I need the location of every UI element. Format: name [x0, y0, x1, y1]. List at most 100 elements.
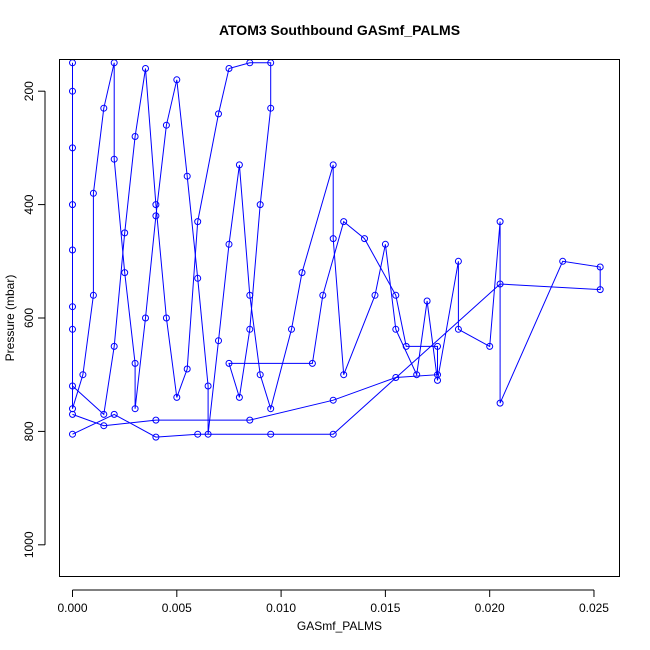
data-point: [100, 410, 108, 418]
data-point: [69, 303, 76, 311]
data-point: [194, 218, 202, 226]
x-axis-label: GASmf_PALMS: [297, 619, 382, 633]
data-point: [596, 263, 604, 271]
data-point: [183, 365, 191, 373]
data-point: [496, 218, 504, 226]
data-point: [152, 433, 160, 441]
data-point: [496, 399, 504, 407]
data-point: [246, 291, 254, 299]
data-point: [381, 240, 389, 248]
data-point: [486, 342, 494, 350]
data-point: [121, 229, 129, 237]
data-point: [235, 161, 243, 169]
data-point: [100, 104, 108, 112]
data-point: [235, 393, 243, 401]
data-point: [329, 161, 337, 169]
data-point: [100, 422, 108, 430]
data-point: [454, 325, 462, 333]
data-point: [496, 280, 504, 288]
y-tick-label: 800: [22, 421, 36, 441]
data-point: [215, 337, 222, 345]
data-point: [434, 342, 441, 350]
data-point: [142, 65, 149, 72]
data-point: [204, 430, 212, 438]
data-point: [183, 172, 191, 180]
data-point: [79, 371, 87, 379]
data-point: [559, 257, 567, 265]
plot-area: [69, 60, 604, 441]
data-point: [131, 359, 139, 367]
data-point: [152, 212, 160, 220]
data-point: [329, 396, 337, 404]
data-point: [423, 297, 431, 305]
data-point: [225, 65, 233, 72]
y-tick-label: 400: [22, 194, 36, 214]
data-point: [69, 430, 76, 438]
x-tick-label: 0.000: [57, 601, 87, 615]
x-tick-label: 0.020: [475, 601, 505, 615]
y-axis-label: Pressure (mbar): [3, 275, 17, 362]
x-tick-label: 0.025: [579, 601, 609, 615]
data-point: [308, 359, 316, 367]
data-point: [225, 359, 233, 367]
data-point: [173, 393, 181, 401]
x-tick-label: 0.015: [370, 601, 400, 615]
data-point: [162, 121, 170, 129]
data-point: [267, 60, 275, 67]
x-tick-label: 0.010: [266, 601, 296, 615]
data-point: [215, 110, 222, 118]
data-point: [69, 87, 76, 95]
data-point: [173, 76, 181, 84]
data-point: [69, 246, 76, 254]
plot-frame: [59, 59, 620, 577]
data-point: [361, 235, 368, 243]
data-point: [121, 269, 129, 277]
chart-title: ATOM3 Southbound GASmf_PALMS: [219, 22, 460, 38]
data-point: [246, 60, 254, 67]
data-point: [110, 342, 118, 350]
data-point: [152, 201, 160, 209]
data-point: [69, 410, 76, 418]
series-points: [69, 60, 604, 441]
data-point: [267, 430, 275, 438]
series-lines: [72, 62, 601, 438]
data-point: [131, 405, 139, 413]
data-point: [69, 201, 76, 209]
data-point: [392, 325, 400, 333]
data-point: [225, 240, 233, 248]
series-line: [72, 62, 601, 438]
x-tick-label: 0.005: [162, 601, 192, 615]
y-axis: 200 400 600 800 1000: [22, 81, 46, 558]
data-point: [162, 314, 170, 322]
data-point: [434, 371, 441, 379]
data-point: [69, 144, 76, 152]
data-point: [194, 274, 202, 282]
data-point: [69, 325, 76, 333]
data-point: [256, 371, 264, 379]
data-point: [110, 155, 118, 163]
data-point: [392, 291, 400, 299]
data-point: [298, 269, 306, 277]
data-point: [319, 291, 327, 299]
data-point: [340, 371, 348, 379]
data-point: [288, 325, 295, 333]
data-point: [267, 405, 275, 413]
data-point: [596, 286, 604, 294]
data-point: [110, 410, 118, 418]
data-point: [152, 416, 160, 424]
data-point: [142, 314, 149, 322]
data-point: [371, 291, 379, 299]
series-line: [72, 62, 438, 427]
y-tick-label: 1000: [22, 531, 36, 558]
data-point: [413, 371, 421, 379]
data-point: [131, 133, 139, 140]
data-point: [246, 416, 254, 424]
data-point: [110, 60, 118, 67]
data-point: [454, 257, 462, 265]
data-point: [402, 342, 410, 350]
data-point: [392, 374, 400, 381]
data-point: [329, 430, 337, 438]
y-tick-label: 200: [22, 81, 36, 101]
data-point: [69, 60, 76, 67]
